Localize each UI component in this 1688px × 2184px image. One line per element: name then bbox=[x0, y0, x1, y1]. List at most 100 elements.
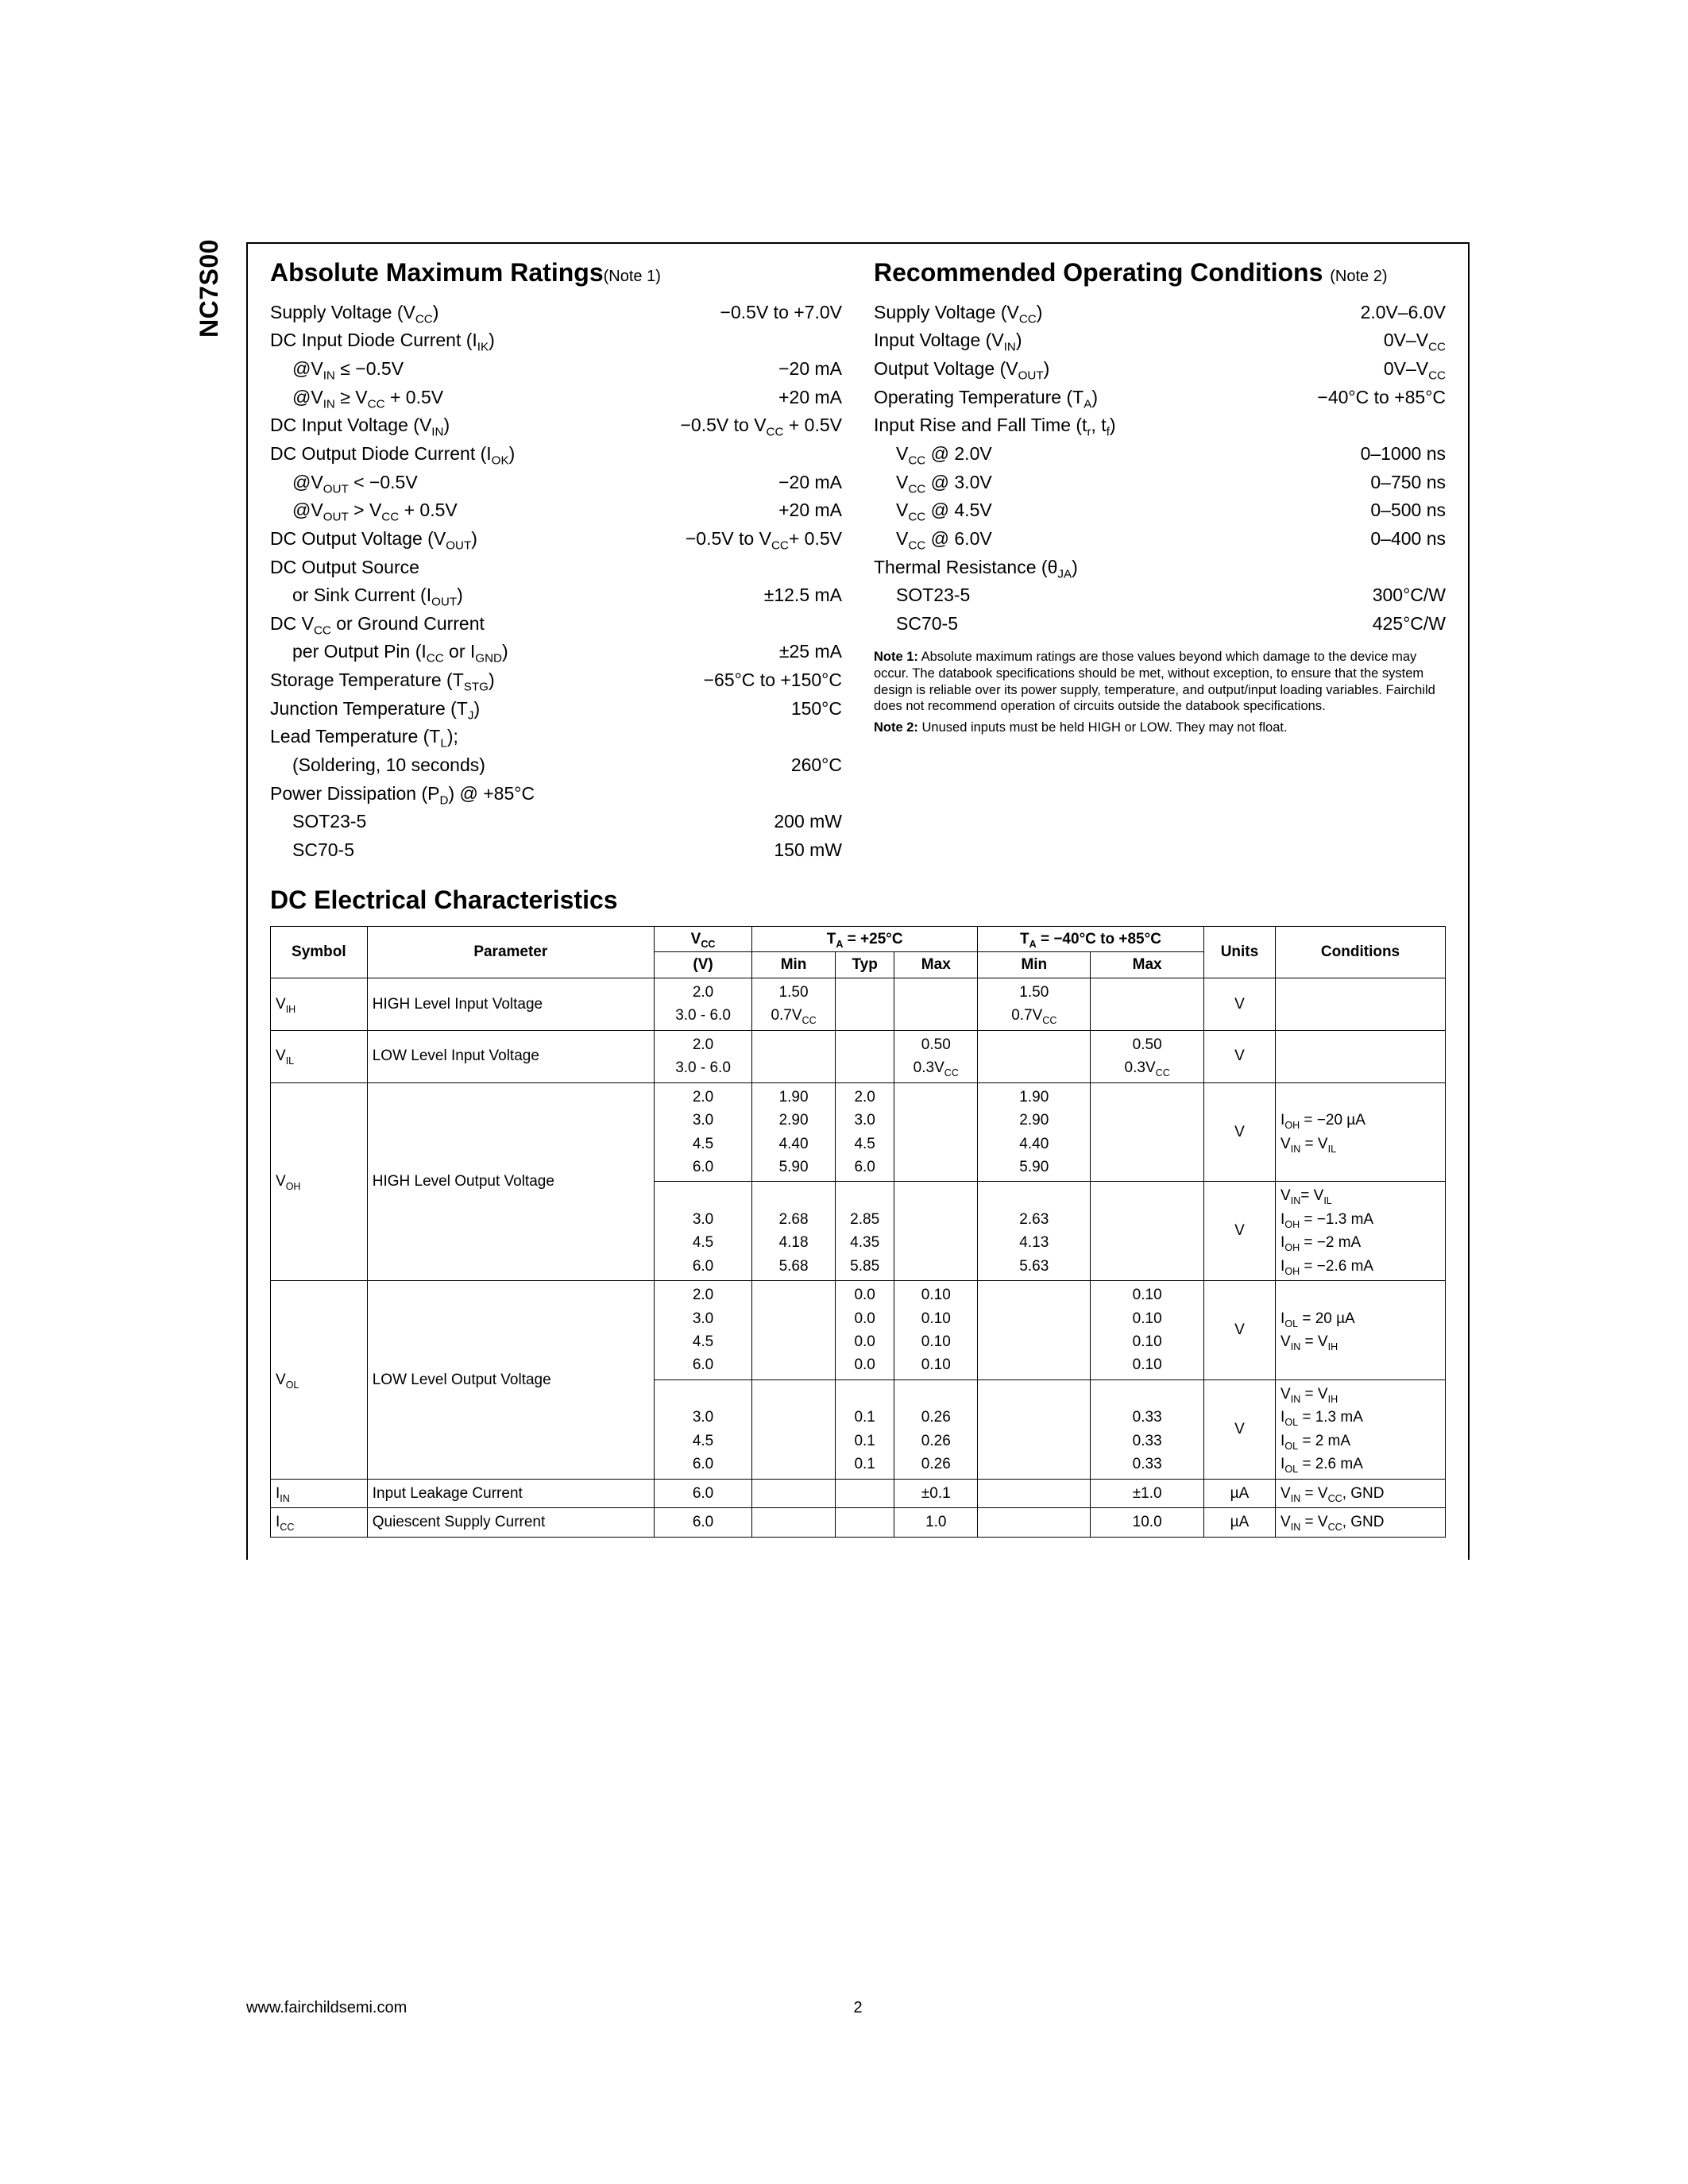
cell-symbol: VOL bbox=[271, 1281, 368, 1480]
note-text: Note 2: Unused inputs must be held HIGH … bbox=[874, 720, 1446, 736]
spec-label: Thermal Resistance (θJA) bbox=[874, 554, 1078, 582]
cell-typ bbox=[835, 978, 894, 1030]
roc-title-text: Recommended Operating Conditions bbox=[874, 258, 1323, 287]
spec-row: Output Voltage (VOUT)0V–VCC bbox=[874, 355, 1446, 384]
spec-row: Supply Voltage (VCC)−0.5V to +7.0V bbox=[270, 299, 842, 327]
spec-row: DC Output Diode Current (IOK) bbox=[270, 440, 842, 469]
cell-min2 bbox=[978, 1281, 1091, 1380]
table-row: IINInput Leakage Current6.0 ±0.1 ±1.0µAV… bbox=[271, 1479, 1446, 1507]
part-number-label: NC7S00 bbox=[195, 239, 224, 338]
table-row: VOLLOW Level Output Voltage2.03.04.56.0 … bbox=[271, 1281, 1446, 1380]
roc-title: Recommended Operating Conditions (Note 2… bbox=[874, 258, 1446, 287]
cell-max2: 0.330.330.33 bbox=[1091, 1379, 1203, 1479]
cell-min bbox=[752, 1508, 836, 1537]
spec-label: Input Rise and Fall Time (tr, tf) bbox=[874, 411, 1116, 440]
cell-typ: 0.10.10.1 bbox=[835, 1379, 894, 1479]
spec-row: Junction Temperature (TJ)150°C bbox=[270, 695, 842, 723]
roc-notes: Note 1: Absolute maximum ratings are tho… bbox=[874, 649, 1446, 735]
cell-typ bbox=[835, 1479, 894, 1507]
cell-vcc: 3.04.56.0 bbox=[654, 1379, 751, 1479]
cell-units: V bbox=[1203, 1030, 1275, 1082]
amr-title: Absolute Maximum Ratings(Note 1) bbox=[270, 258, 842, 287]
spec-value: +20 mA bbox=[778, 496, 842, 525]
th-conditions: Conditions bbox=[1276, 926, 1446, 978]
cell-min2: 2.634.135.63 bbox=[978, 1182, 1091, 1281]
cell-vcc: 2.03.0 - 6.0 bbox=[654, 978, 751, 1030]
th-max: Max bbox=[894, 952, 978, 978]
spec-row: VCC @ 4.5V0–500 ns bbox=[874, 496, 1446, 525]
table-row: VOHHIGH Level Output Voltage2.03.04.56.0… bbox=[271, 1082, 1446, 1182]
spec-row: Lead Temperature (TL); bbox=[270, 723, 842, 751]
cell-max: 1.0 bbox=[894, 1508, 978, 1537]
amr-note-ref: (Note 1) bbox=[604, 268, 661, 285]
spec-label: Supply Voltage (VCC) bbox=[270, 299, 438, 327]
spec-row: Thermal Resistance (θJA) bbox=[874, 554, 1446, 582]
spec-label: Lead Temperature (TL); bbox=[270, 723, 458, 751]
spec-label: VCC @ 2.0V bbox=[874, 440, 992, 469]
th-symbol: Symbol bbox=[271, 926, 368, 978]
cell-conditions: VIN = VIHIOL = 1.3 mAIOL = 2 mAIOL = 2.6… bbox=[1276, 1379, 1446, 1479]
cell-vcc: 6.0 bbox=[654, 1479, 751, 1507]
th-vcc-unit: (V) bbox=[654, 952, 751, 978]
spec-row: DC Input Diode Current (IIK) bbox=[270, 326, 842, 355]
spec-value: +20 mA bbox=[778, 384, 842, 412]
cell-units: V bbox=[1203, 1082, 1275, 1182]
cell-units: V bbox=[1203, 1182, 1275, 1281]
cell-max bbox=[894, 978, 978, 1030]
spec-value: 0–1000 ns bbox=[1361, 440, 1446, 469]
spec-row: @VOUT > VCC + 0.5V+20 mA bbox=[270, 496, 842, 525]
spec-value: −40°C to +85°C bbox=[1317, 384, 1446, 412]
spec-label: DC Input Voltage (VIN) bbox=[270, 411, 450, 440]
cell-min: 1.902.904.405.90 bbox=[752, 1082, 836, 1182]
th-ta-range: TA = −40°C to +85°C bbox=[978, 926, 1204, 952]
footer-url: www.fairchildsemi.com bbox=[246, 1999, 407, 2017]
spec-value: 0–750 ns bbox=[1370, 469, 1446, 497]
cell-min bbox=[752, 1030, 836, 1082]
spec-row: VCC @ 6.0V0–400 ns bbox=[874, 525, 1446, 554]
cell-max2: 10.0 bbox=[1091, 1508, 1203, 1537]
spec-row: Power Dissipation (PD) @ +85°C bbox=[270, 780, 842, 808]
cell-vcc: 2.03.04.56.0 bbox=[654, 1082, 751, 1182]
cell-min2 bbox=[978, 1479, 1091, 1507]
cell-min2 bbox=[978, 1379, 1091, 1479]
spec-label: @VIN ≥ VCC + 0.5V bbox=[270, 384, 443, 412]
cell-parameter: HIGH Level Input Voltage bbox=[367, 978, 654, 1030]
spec-row: Input Voltage (VIN) 0V–VCC bbox=[874, 326, 1446, 355]
spec-value: 0V–VCC bbox=[1384, 355, 1446, 384]
spec-label: SC70-5 bbox=[874, 610, 958, 639]
cell-min bbox=[752, 1379, 836, 1479]
cell-min: 1.500.7VCC bbox=[752, 978, 836, 1030]
roc-column: Recommended Operating Conditions (Note 2… bbox=[874, 258, 1446, 865]
spec-row: @VOUT < −0.5V−20 mA bbox=[270, 469, 842, 497]
spec-row: SC70-5150 mW bbox=[270, 836, 842, 865]
spec-label: SC70-5 bbox=[270, 836, 354, 865]
spec-label: DC VCC or Ground Current bbox=[270, 610, 485, 639]
content-frame: Absolute Maximum Ratings(Note 1) Supply … bbox=[246, 242, 1470, 1560]
cell-max: 0.100.100.100.10 bbox=[894, 1281, 978, 1380]
spec-value: −20 mA bbox=[778, 355, 842, 384]
cell-typ: 0.00.00.00.0 bbox=[835, 1281, 894, 1380]
cell-min2: 1.500.7VCC bbox=[978, 978, 1091, 1030]
th-ta25: TA = +25°C bbox=[752, 926, 978, 952]
spec-row: Operating Temperature (TA)−40°C to +85°C bbox=[874, 384, 1446, 412]
cell-parameter: Quiescent Supply Current bbox=[367, 1508, 654, 1537]
spec-value: ±25 mA bbox=[779, 638, 842, 666]
spec-value: −65°C to +150°C bbox=[704, 666, 842, 695]
cell-vcc: 2.03.04.56.0 bbox=[654, 1281, 751, 1380]
cell-symbol: VIL bbox=[271, 1030, 368, 1082]
cell-units: µA bbox=[1203, 1479, 1275, 1507]
cell-units: V bbox=[1203, 1281, 1275, 1380]
cell-max2: 0.500.3VCC bbox=[1091, 1030, 1203, 1082]
spec-row: DC VCC or Ground Current bbox=[270, 610, 842, 639]
cell-parameter: LOW Level Input Voltage bbox=[367, 1030, 654, 1082]
spec-value: 0V–VCC bbox=[1384, 326, 1446, 355]
spec-label: Input Voltage (VIN) bbox=[874, 326, 1022, 355]
cell-conditions bbox=[1276, 978, 1446, 1030]
spec-row: VCC @ 3.0V0–750 ns bbox=[874, 469, 1446, 497]
spec-value: 0–400 ns bbox=[1370, 525, 1446, 554]
spec-value: 425°C/W bbox=[1373, 610, 1446, 639]
spec-label: Supply Voltage (VCC) bbox=[874, 299, 1042, 327]
cell-vcc: 6.0 bbox=[654, 1508, 751, 1537]
table-row: ICCQuiescent Supply Current6.0 1.0 10.0µ… bbox=[271, 1508, 1446, 1537]
th-units: Units bbox=[1203, 926, 1275, 978]
